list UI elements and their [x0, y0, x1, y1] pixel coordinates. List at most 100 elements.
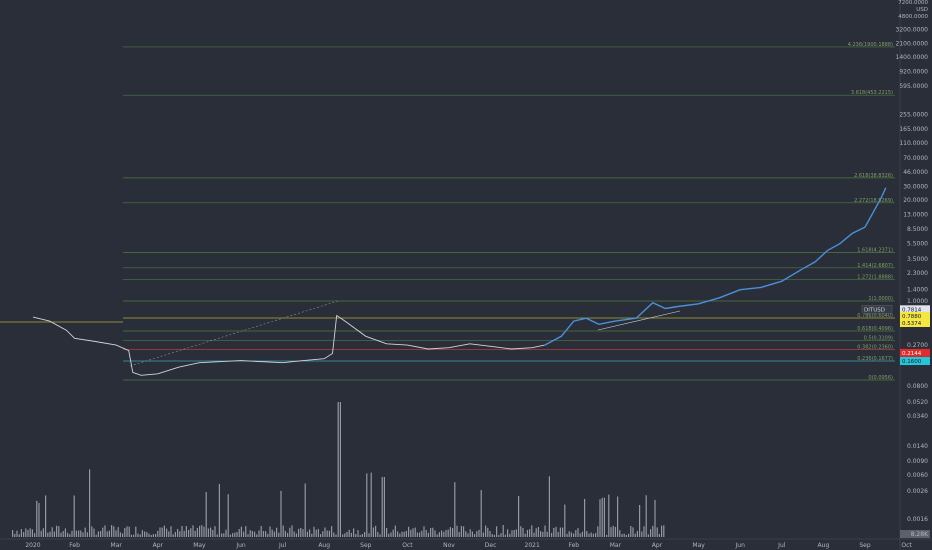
volume-bar [544, 525, 546, 537]
volume-bar [645, 495, 647, 537]
volume-bar [152, 534, 154, 537]
volume-bar [249, 530, 251, 537]
volume-bar [548, 476, 550, 537]
volume-bar [518, 495, 520, 537]
volume-bar [295, 533, 297, 537]
volume-bar [452, 527, 454, 537]
volume-bar [111, 525, 113, 537]
price-tag-label: 0.7814 [902, 307, 922, 313]
volume-bar [183, 530, 185, 537]
volume-bar [529, 529, 531, 537]
volume-bar [482, 532, 484, 537]
volume-bar [71, 530, 73, 537]
volume-bar [100, 531, 102, 537]
price-tick-label: 20.0000 [903, 197, 928, 204]
volume-bar [408, 526, 410, 537]
volume-bar [333, 532, 335, 537]
time-tick-label: Jun [735, 542, 746, 549]
fib-label: 0(0.0956) [868, 375, 893, 381]
volume-bar [306, 531, 308, 537]
volume-bar [91, 526, 93, 537]
volume-bar [62, 530, 64, 537]
volume-bar [612, 525, 614, 537]
volume-bar [410, 529, 412, 537]
volume-bar [394, 525, 396, 537]
fib-levels: 4.236(1900.1888) 3.618(453.2215) 2.618(38.… [0, 42, 895, 381]
time-tick-label: Aug [318, 542, 330, 549]
volume-bar [260, 525, 262, 537]
volume-bar [227, 494, 229, 537]
time-tick-label: Feb [568, 542, 579, 549]
volume-bar [463, 526, 465, 537]
volume-bar [185, 526, 187, 537]
volume-bar [265, 531, 267, 537]
volume-bar [663, 525, 665, 537]
volume-bar [603, 497, 605, 537]
time-tick-label: Jul [278, 542, 287, 549]
fib-label: 0.5(0.3109) [864, 335, 893, 341]
price-tick-label: 2.3000 [907, 270, 928, 277]
volume-bar [436, 534, 438, 537]
volume-bar [652, 525, 654, 537]
price-tag-label: 0.2144 [902, 351, 922, 357]
price-tag [900, 312, 930, 321]
volume-bar [18, 534, 20, 537]
volume-bar [280, 490, 282, 537]
volume-bar [95, 534, 97, 537]
volume-bar [38, 502, 40, 537]
time-tick-label: Mar [610, 542, 622, 549]
volume-bar [467, 533, 469, 537]
volume-bar [581, 531, 583, 537]
volume-bar [584, 498, 586, 537]
volume-bar [379, 534, 381, 537]
volume-bar [555, 526, 557, 537]
volume-bar [214, 526, 216, 537]
volume-bar [542, 531, 544, 537]
price-tag [900, 348, 930, 357]
volume-bar [520, 526, 522, 537]
time-tick-label: 2020 [25, 542, 40, 549]
volume-bar [551, 532, 553, 537]
volume-bar [568, 531, 570, 537]
price-tick-label: 1400.0000 [896, 54, 929, 61]
volume-bar [421, 530, 423, 537]
time-tick-label: May [692, 542, 705, 549]
volume-bar [137, 533, 139, 537]
volume-bar [647, 534, 649, 537]
volume-bar [370, 472, 372, 537]
volume-bar [364, 531, 366, 537]
volume-tick-label: 0.0016 [907, 516, 928, 523]
volume-bar [67, 532, 69, 537]
time-tick-label: Feb [69, 542, 80, 549]
symbol-label: DITUSD [864, 307, 885, 313]
volume-bar [348, 529, 350, 537]
volume-bar [289, 527, 291, 537]
volume-bar [269, 526, 271, 537]
volume-bar [322, 531, 324, 537]
volume-bar [126, 526, 128, 537]
volume-bar [650, 529, 652, 537]
volume-bar [287, 532, 289, 537]
volume-bar [47, 532, 49, 537]
volume-bar [478, 529, 480, 537]
volume-bar [234, 532, 236, 537]
volume-bar [361, 534, 363, 537]
price-tag [900, 305, 930, 314]
volume-bar [522, 527, 524, 537]
volume-bar [432, 527, 434, 537]
time-axis: 2020 Feb Mar Apr May Jun Jul Aug Sep Oct Nov Dec 202… [25, 542, 912, 549]
volume-bar [515, 529, 517, 537]
volume-bar [337, 402, 339, 537]
volume-bar [210, 527, 212, 537]
volume-bar [161, 527, 163, 537]
volume-bar [350, 532, 352, 537]
time-tick-label: Apr [652, 542, 663, 549]
price-line-2020[interactable] [32, 314, 545, 376]
volume-bar [102, 527, 104, 537]
volume-bar [441, 530, 443, 537]
volume-bar [399, 533, 401, 537]
price-line-2021[interactable] [544, 187, 887, 346]
volume-bar [636, 531, 638, 537]
